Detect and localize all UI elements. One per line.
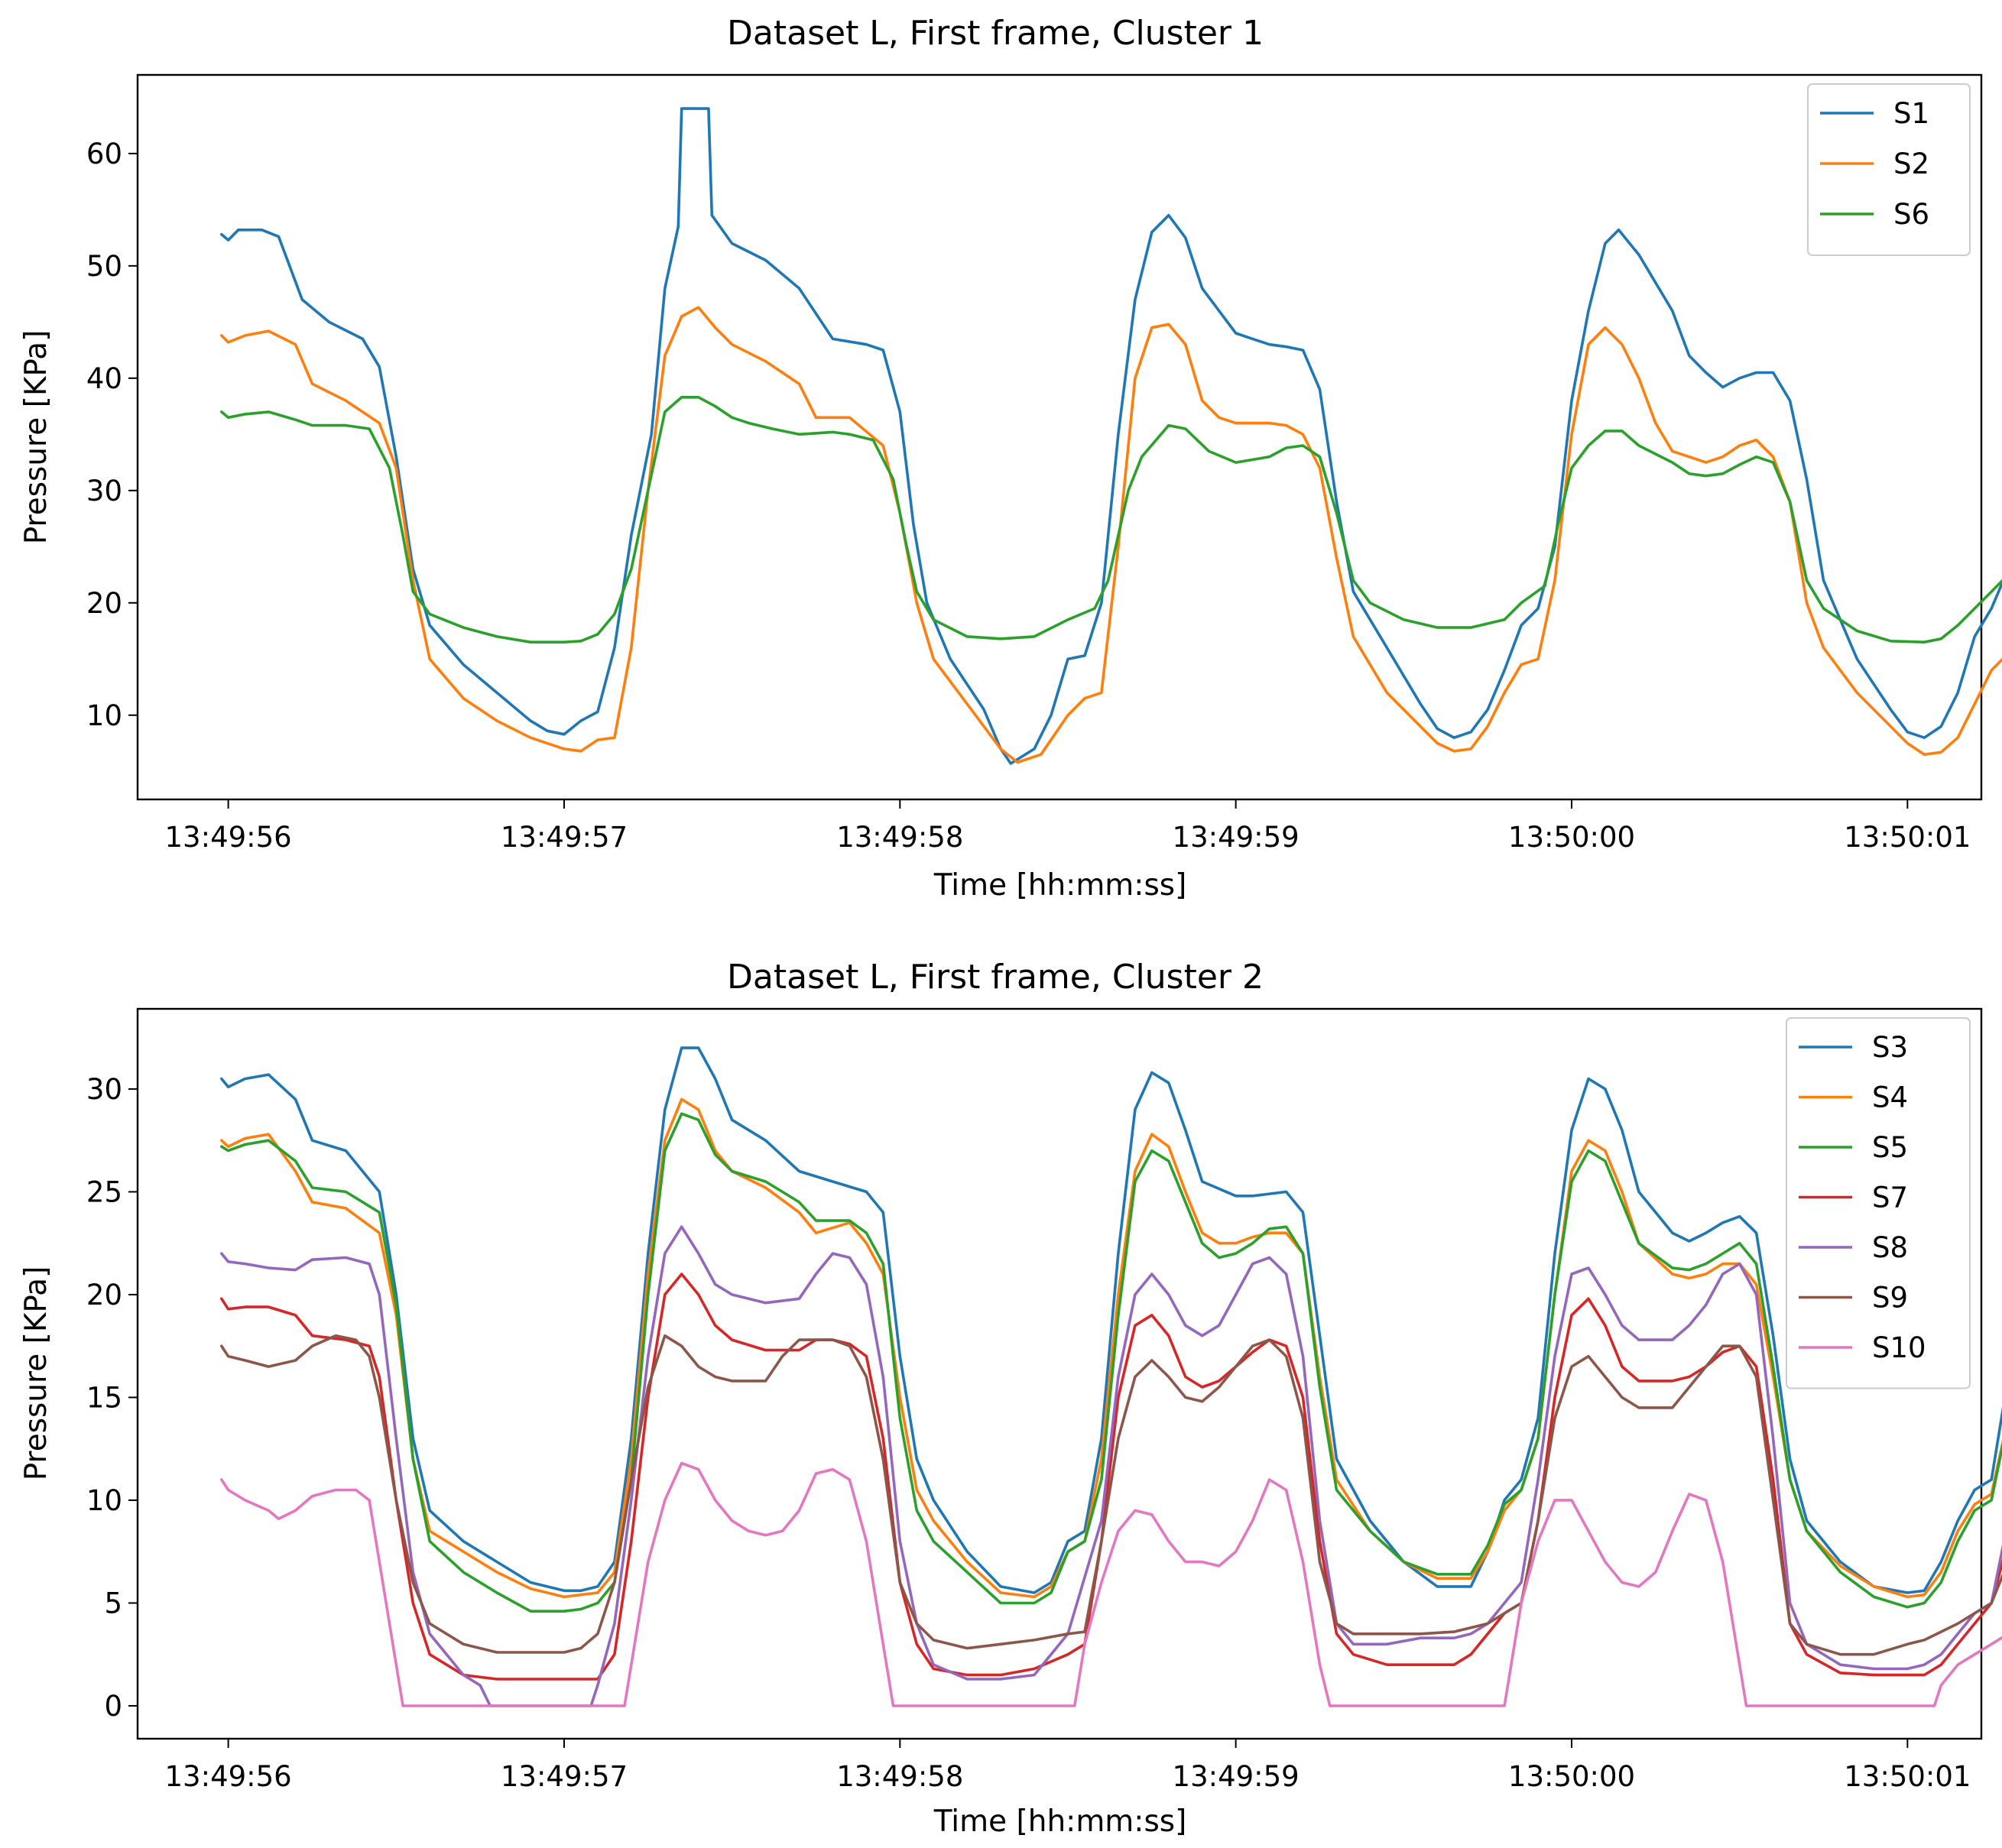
- chart-cluster-2: Dataset L, First frame, Cluster 2 0 5 10 15…: [19, 958, 2002, 1839]
- x-tick-label: 13:49:56: [165, 821, 292, 854]
- x-tick-label: 13:50:00: [1508, 1760, 1635, 1793]
- chart-cluster-1: Dataset L, First frame, Cluster 1 10 20 30…: [19, 14, 2002, 903]
- x-tick-label: 13:49:59: [1173, 821, 1300, 854]
- legend-label-s2: S2: [1893, 148, 1929, 180]
- y-tick-label: 15: [86, 1381, 122, 1414]
- y-axis-label: Pressure [KPa]: [19, 1266, 54, 1481]
- legend-label-s5: S5: [1872, 1131, 1908, 1164]
- x-axis-label: Time [hh:mm:ss]: [933, 868, 1187, 903]
- y-axis-label: Pressure [KPa]: [19, 330, 54, 545]
- plot-lines: [220, 1046, 2002, 1707]
- y-tick-label: 20: [86, 1279, 122, 1311]
- x-tick-label: 13:49:58: [836, 821, 963, 854]
- legend-label-s6: S6: [1893, 198, 1929, 231]
- chart-title: Dataset L, First frame, Cluster 1: [727, 14, 1264, 53]
- x-axis-ticks: 13:49:56 13:49:57 13:49:58 13:49:59 13:50:00…: [165, 799, 1971, 854]
- x-tick-label: 13:49:58: [836, 1760, 963, 1793]
- x-tick-label: 13:50:01: [1844, 821, 1971, 854]
- legend-label-s4: S4: [1872, 1081, 1908, 1114]
- y-tick-label: 60: [86, 138, 122, 170]
- y-tick-label: 10: [86, 699, 122, 732]
- series-line-s7: [220, 1273, 2002, 1681]
- legend-box: [1786, 1017, 1971, 1389]
- series-line-s3: [220, 1046, 2002, 1594]
- legend-label-s10: S10: [1872, 1331, 1926, 1364]
- x-tick-label: 13:50:01: [1844, 1760, 1971, 1793]
- plot-area: [136, 1007, 1983, 1740]
- x-tick-label: 13:49:57: [501, 1760, 628, 1793]
- y-tick-label: 25: [86, 1175, 122, 1208]
- series-line-s6: [220, 396, 2002, 644]
- plot-lines: [220, 107, 2002, 765]
- series-line-s10: [220, 1461, 2002, 1707]
- series-line-s9: [220, 1334, 2002, 1656]
- y-tick-label: 30: [86, 475, 122, 507]
- x-tick-label: 13:49:57: [501, 821, 628, 854]
- y-tick-label: 20: [86, 587, 122, 620]
- legend: S3 S4 S5 S7 S8 S9 S10: [1786, 1017, 1971, 1389]
- series-line-s5: [220, 1112, 2002, 1613]
- x-tick-label: 13:50:00: [1508, 821, 1635, 854]
- y-tick-label: 40: [86, 362, 122, 395]
- y-tick-label: 5: [104, 1587, 122, 1619]
- chart-title: Dataset L, First frame, Cluster 2: [727, 958, 1264, 997]
- y-tick-label: 0: [104, 1690, 122, 1723]
- legend-box: [1807, 83, 1971, 256]
- y-tick-label: 50: [86, 250, 122, 283]
- legend-label-s3: S3: [1872, 1031, 1908, 1064]
- y-tick-label: 30: [86, 1073, 122, 1106]
- x-tick-label: 13:49:56: [165, 1760, 292, 1793]
- legend: S1 S2 S6: [1807, 83, 1971, 256]
- legend-label-s9: S9: [1872, 1282, 1908, 1315]
- x-tick-label: 13:49:59: [1173, 1760, 1300, 1793]
- series-line-s2: [220, 306, 2002, 764]
- y-tick-label: 10: [86, 1484, 122, 1517]
- plot-area: [136, 73, 1983, 801]
- legend-label-s1: S1: [1893, 97, 1929, 130]
- series-line-s1: [220, 107, 2002, 765]
- legend-label-s8: S8: [1872, 1231, 1908, 1264]
- y-axis-ticks: 0 5 10 15 20 25 30: [86, 1073, 138, 1723]
- y-axis-ticks: 10 20 30 40 50 60: [86, 138, 138, 732]
- legend-label-s7: S7: [1872, 1182, 1908, 1214]
- x-axis-label: Time [hh:mm:ss]: [933, 1804, 1187, 1839]
- x-axis-ticks: 13:49:56 13:49:57 13:49:58 13:49:59 13:50:00…: [165, 1739, 1971, 1793]
- series-line-s4: [220, 1097, 2002, 1599]
